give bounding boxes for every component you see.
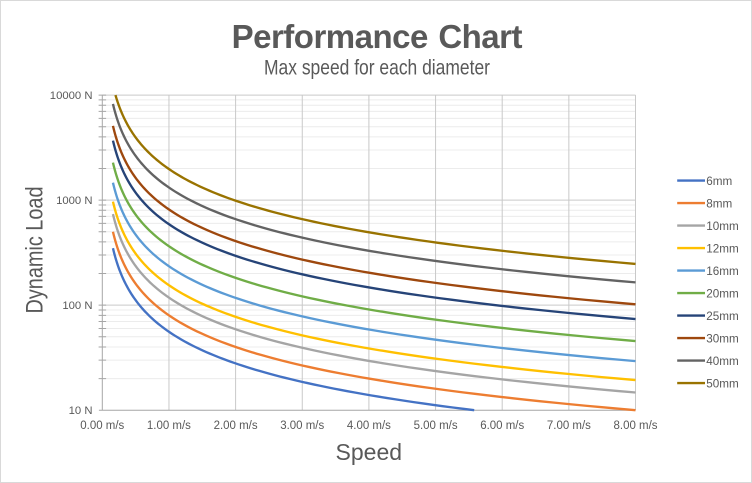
svg-text:10mm: 10mm [706,220,738,233]
svg-text:Speed: Speed [336,439,403,465]
svg-text:0.00 m/s: 0.00 m/s [80,420,124,432]
svg-text:16mm: 16mm [706,265,738,278]
svg-text:100 N: 100 N [62,300,92,312]
svg-text:12mm: 12mm [706,242,738,255]
svg-text:7.00 m/s: 7.00 m/s [547,420,591,432]
svg-text:5.00 m/s: 5.00 m/s [414,420,458,432]
svg-text:Performance Chart: Performance Chart [232,18,523,55]
svg-text:40mm: 40mm [706,355,738,368]
svg-text:10 N: 10 N [69,405,93,417]
svg-text:4.00 m/s: 4.00 m/s [347,420,391,432]
svg-text:8.00 m/s: 8.00 m/s [614,420,658,432]
svg-text:8mm: 8mm [706,197,732,210]
svg-text:10000 N: 10000 N [50,90,93,102]
svg-text:Dynamic Load: Dynamic Load [22,187,49,314]
svg-text:30mm: 30mm [706,332,738,345]
svg-text:25mm: 25mm [706,310,738,323]
svg-text:Max speed for each diameter: Max speed for each diameter [264,57,490,80]
svg-text:20mm: 20mm [706,287,738,300]
svg-text:2.00 m/s: 2.00 m/s [214,420,258,432]
svg-text:6mm: 6mm [706,175,732,188]
svg-text:1000 N: 1000 N [56,195,92,207]
svg-text:6.00 m/s: 6.00 m/s [480,420,524,432]
svg-text:50mm: 50mm [706,377,738,390]
svg-text:1.00 m/s: 1.00 m/s [147,420,191,432]
svg-text:3.00 m/s: 3.00 m/s [280,420,324,432]
